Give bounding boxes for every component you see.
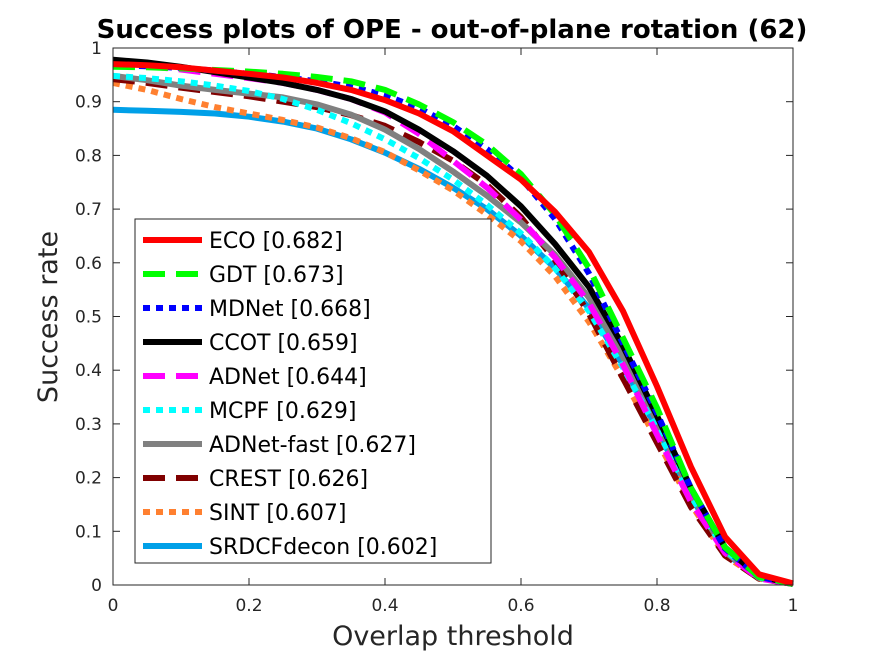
y-tick-label: 0 [91,576,102,596]
y-tick-label: 0.8 [75,146,102,166]
legend-label: SINT [0.607] [209,501,347,526]
y-tick-label: 0.3 [75,415,102,435]
y-tick-label: 0.7 [75,200,102,220]
x-tick-label: 0.2 [235,596,262,616]
y-tick-label: 0.1 [75,522,102,542]
legend-label: SRDCFdecon [0.602] [209,535,437,560]
legend-label: CREST [0.626] [209,467,368,492]
legend-label: CCOT [0.659] [209,331,358,356]
y-tick-label: 1 [91,39,102,59]
y-tick-label: 0.6 [75,254,102,274]
y-tick-label: 0.9 [75,93,102,113]
legend-label: GDT [0.673] [209,263,344,288]
legend-label: ADNet-fast [0.627] [209,433,416,458]
x-axis-label: Overlap threshold [332,621,574,652]
x-tick-label: 0 [108,596,119,616]
chart-title: Success plots of OPE - out-of-plane rota… [97,15,808,45]
y-axis-label: Success rate [33,231,64,403]
plot-frame [112,47,794,586]
legend-label: MDNet [0.668] [209,297,371,322]
y-tick-label: 0.5 [75,308,102,328]
legend-label: ADNet [0.644] [209,365,367,390]
y-tick-label: 0.4 [75,361,102,381]
legend-label: ECO [0.682] [209,229,343,254]
legend: ECO [0.682] GDT [0.673] MDNet [0.668] CCOT … [134,218,492,564]
legend-label: MCPF [0.629] [209,399,356,424]
x-tick-label: 0.8 [643,596,670,616]
x-tick-label: 0.4 [371,596,398,616]
series-line-eco [112,61,794,587]
x-tick-label: 0.6 [507,596,534,616]
y-tick-label: 0.2 [75,469,102,489]
x-tick-label: 1 [788,596,799,616]
